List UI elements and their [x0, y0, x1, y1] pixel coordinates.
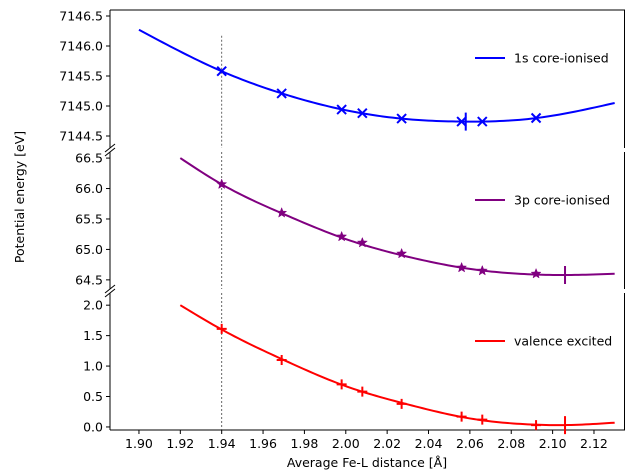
y-tick-label: 1.0 [83, 359, 103, 374]
data-point [396, 247, 408, 259]
data-point [216, 178, 228, 190]
data-point [476, 264, 488, 276]
x-axis-label: Average Fe-L distance [Å] [287, 455, 447, 470]
x-axis: 1.90 1.92 1.94 1.96 1.98 2.00 2.02 2.04 2.06 2.08… [125, 430, 608, 451]
series-line [179, 157, 615, 276]
data-point [477, 414, 488, 425]
y-tick-label: 0.0 [83, 419, 103, 434]
data-point [396, 113, 407, 124]
chart-panels: 7144.5 7145.0 7145.5 7146.0 7146.5 1s core-io… [59, 9, 625, 434]
data-point [356, 236, 368, 248]
data-point [455, 261, 468, 273]
y-tick-label: 64.5 [75, 272, 103, 287]
panel-2: 64.5 65.0 65.5 66.0 66.5 3p core-ionised [75, 147, 625, 294]
y-tick-label: 0.5 [83, 389, 103, 404]
x-tick-label: 2.00 [332, 436, 360, 451]
data-point [336, 230, 348, 242]
x-tick-label: 1.98 [290, 436, 318, 451]
x-tick-label: 1.96 [249, 436, 277, 451]
data-point [276, 206, 288, 218]
axis-break-mark [104, 288, 116, 298]
x-tick-label: 2.10 [539, 436, 567, 451]
legend-label: 1s core-ionised [514, 51, 609, 66]
x-tick-label: 1.90 [125, 436, 153, 451]
axis-break-mark [104, 284, 116, 294]
data-point [456, 411, 467, 422]
legend-label: valence excited [514, 334, 612, 349]
data-point [530, 267, 542, 279]
y-tick-label: 1.5 [83, 328, 103, 343]
y-tick-label: 7146.5 [59, 9, 103, 24]
data-point [477, 116, 488, 127]
data-point [276, 88, 287, 99]
data-point [357, 107, 368, 119]
axis-break-mark [104, 143, 116, 153]
y-tick-label: 7146.0 [59, 39, 103, 54]
y-tick-label: 7145.0 [59, 99, 103, 114]
y-tick-label: 2.0 [83, 298, 103, 313]
x-tick-label: 2.06 [456, 436, 484, 451]
data-point [456, 116, 467, 127]
x-tick-label: 1.94 [208, 436, 236, 451]
panel-1: 7144.5 7145.0 7145.5 7146.0 7146.5 1s core-io… [59, 9, 625, 153]
y-tick-label: 66.0 [75, 181, 103, 196]
series-line [138, 28, 615, 123]
series-line [179, 304, 615, 427]
data-point [336, 379, 347, 390]
y-tick-label: 7145.5 [59, 69, 103, 84]
data-point [276, 354, 287, 365]
axis-break-mark [104, 147, 116, 157]
y-tick-label: 65.0 [75, 242, 103, 257]
data-point [357, 386, 368, 397]
data-point [396, 398, 407, 409]
data-point [216, 65, 227, 77]
data-point [531, 420, 542, 431]
data-point [336, 104, 347, 115]
y-tick-label: 66.5 [75, 151, 103, 166]
x-tick-label: 1.92 [166, 436, 194, 451]
y-tick-label: 7144.5 [59, 129, 103, 144]
legend-label: 3p core-ionised [514, 193, 610, 208]
x-tick-label: 2.02 [373, 436, 401, 451]
data-point [216, 323, 227, 334]
y-axis-label: Potential energy [eV] [12, 131, 27, 263]
x-tick-label: 2.08 [497, 436, 525, 451]
data-point [530, 112, 542, 124]
y-tick-label: 65.5 [75, 211, 103, 226]
panel-3: 0.0 0.5 1.0 1.5 2.0 valence excited [83, 288, 625, 434]
x-tick-label: 2.04 [415, 436, 443, 451]
x-tick-label: 2.12 [580, 436, 608, 451]
